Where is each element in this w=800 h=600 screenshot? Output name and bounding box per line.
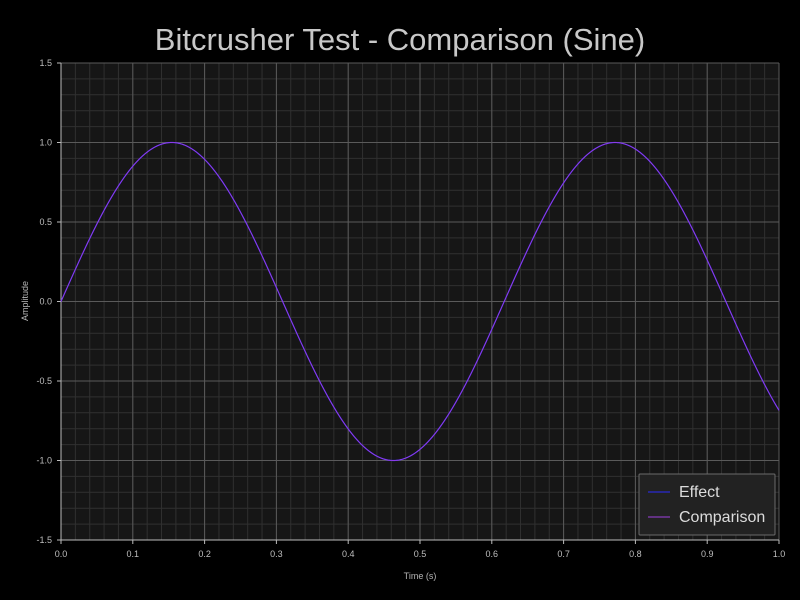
chart-title: Bitcrusher Test - Comparison (Sine) — [155, 22, 645, 57]
x-tick-label: 0.2 — [198, 549, 211, 559]
x-tick-label: 0.9 — [701, 549, 714, 559]
y-tick-label: -1.5 — [36, 535, 52, 545]
x-tick-label: 0.6 — [486, 549, 499, 559]
y-tick-label: -1.0 — [36, 456, 52, 466]
x-tick-label: 0.7 — [557, 549, 570, 559]
x-axis-label: Time (s) — [404, 571, 437, 581]
x-tick-label: 0.0 — [55, 549, 68, 559]
x-tick-label: 0.3 — [270, 549, 283, 559]
x-tick-label: 0.4 — [342, 549, 355, 559]
y-tick-label: 0.5 — [39, 217, 52, 227]
legend: Effect Comparison — [638, 473, 776, 536]
y-tick-label: 1.5 — [39, 58, 52, 68]
y-tick-label: -0.5 — [36, 376, 52, 386]
y-axis-label: Amplitude — [20, 281, 30, 321]
legend-label-comparison: Comparison — [679, 509, 765, 526]
series-layer — [60, 141, 780, 462]
legend-label-effect: Effect — [679, 484, 720, 501]
series-line-comparison — [60, 141, 780, 462]
y-tick-label: 1.0 — [39, 138, 52, 148]
x-axis-ticks: 0.0 0.1 0.2 0.3 0.4 0.5 0.6 0.7 0.8 0.9 1.0 — [55, 540, 786, 559]
x-tick-label: 0.5 — [414, 549, 427, 559]
x-tick-label: 1.0 — [773, 549, 786, 559]
x-tick-label: 0.8 — [629, 549, 642, 559]
y-tick-label: 0.0 — [39, 297, 52, 307]
x-tick-label: 0.1 — [127, 549, 140, 559]
y-axis-ticks: 1.5 1.0 0.5 0.0 -0.5 -1.0 -1.5 — [36, 58, 61, 545]
legend-box — [638, 473, 776, 536]
